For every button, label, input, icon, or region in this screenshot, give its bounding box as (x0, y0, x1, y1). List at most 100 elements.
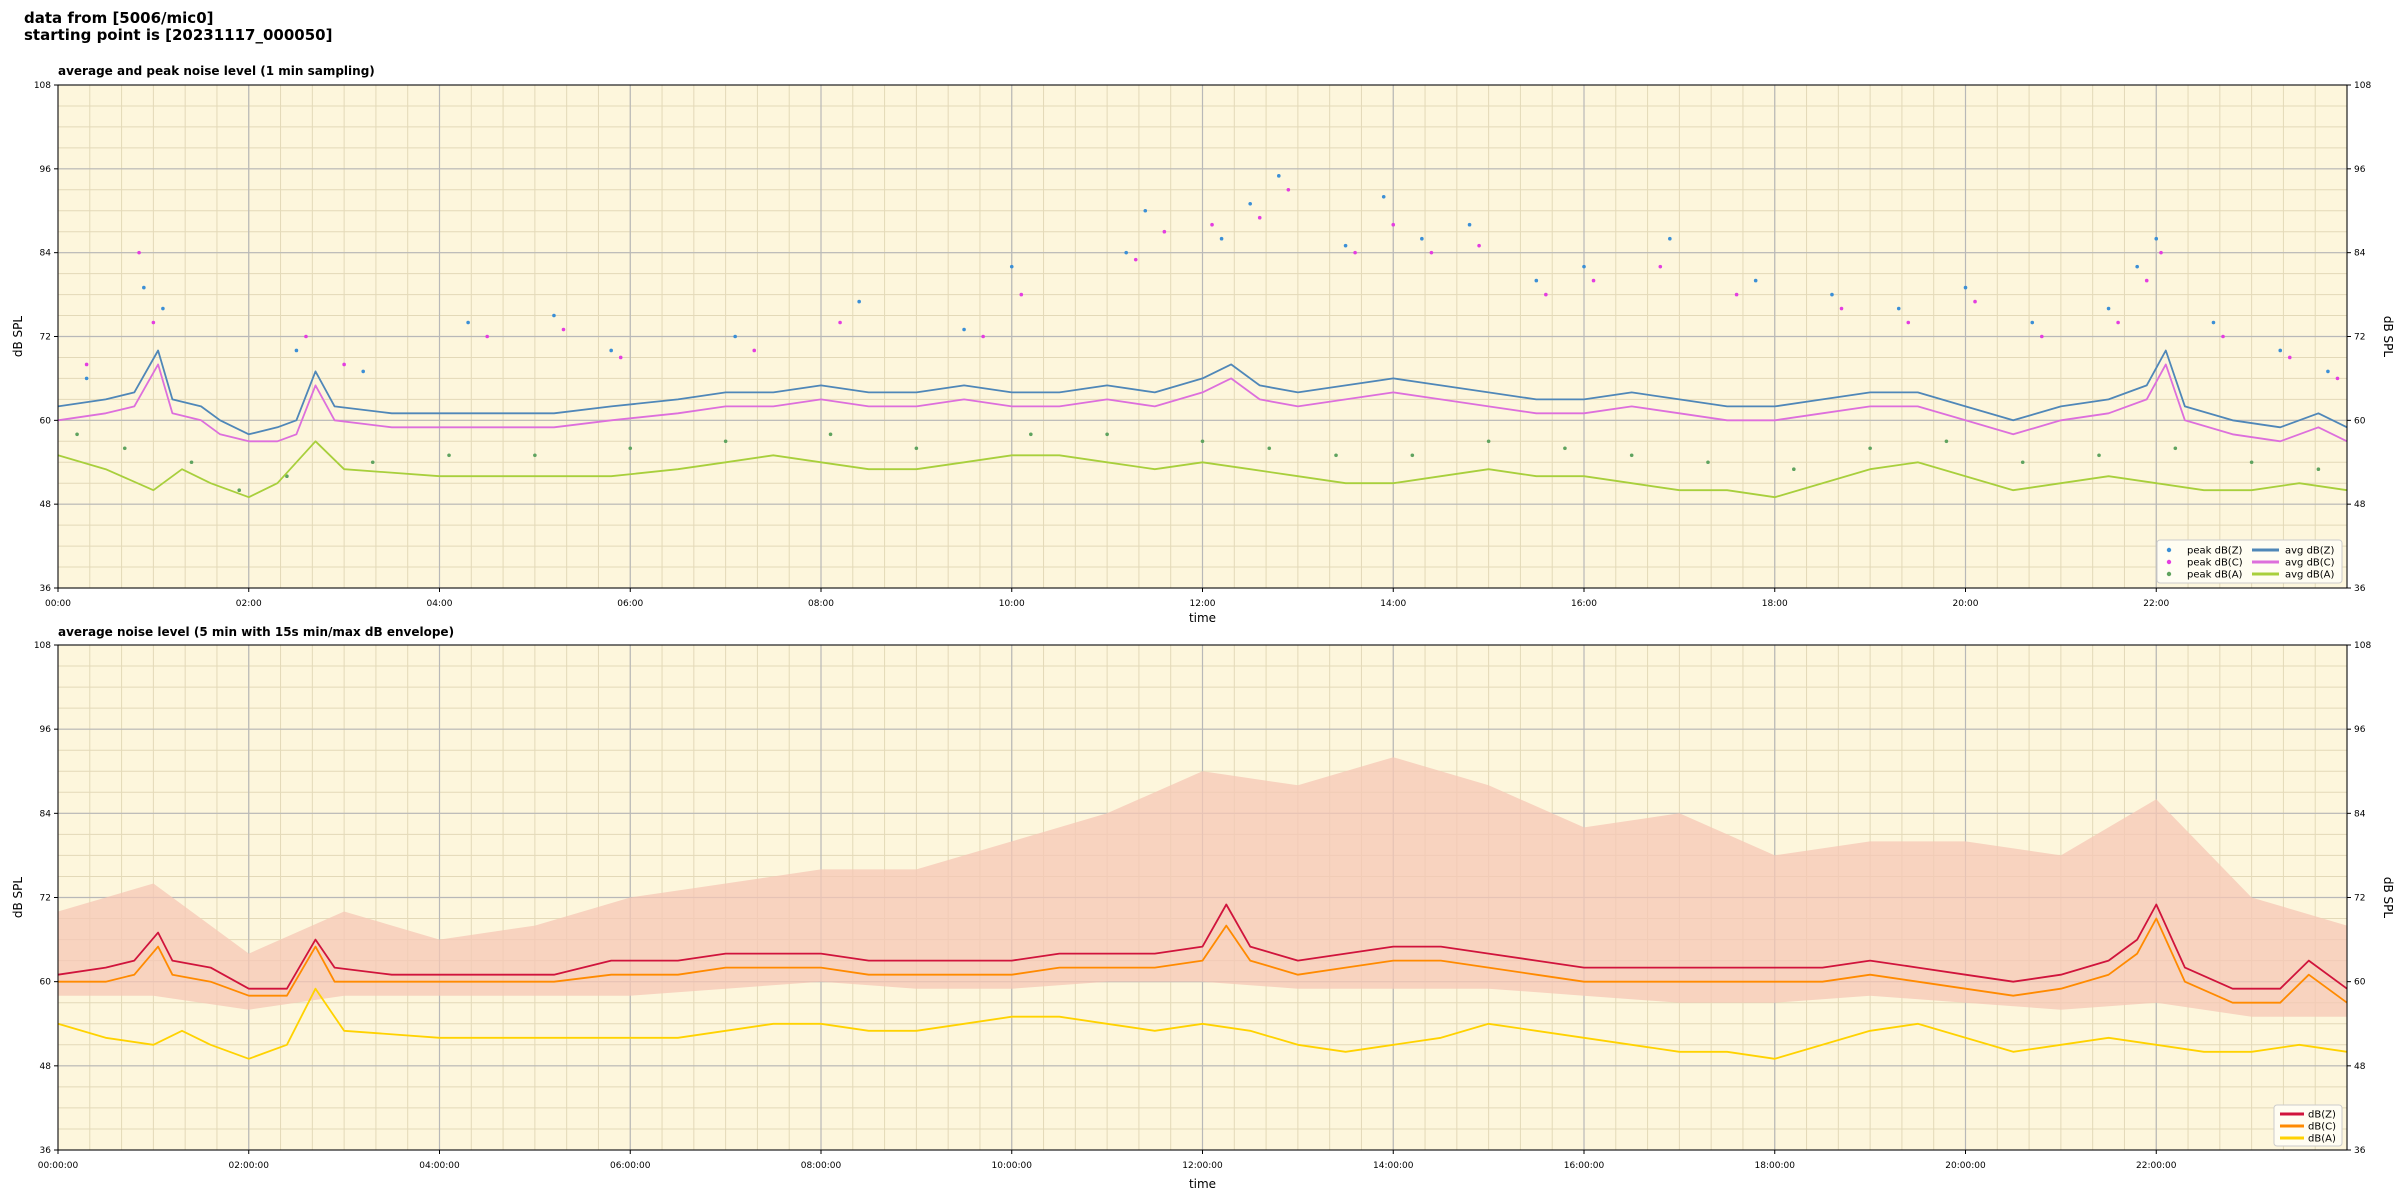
point-peak-db-a (1200, 439, 1205, 444)
point-peak-db-a (370, 460, 375, 465)
point-peak-db-z (1896, 306, 1901, 311)
y-tick-label: 96 (2354, 165, 2366, 175)
legend: dB(Z)dB(C)dB(A) (2273, 1104, 2343, 1147)
point-peak-db-c (838, 320, 842, 325)
y-tick-label: 36 (40, 1146, 52, 1156)
point-peak-db-c (1734, 292, 1739, 297)
legend-label: avg dB(Z) (2285, 546, 2335, 557)
x-tick-label: 00:00:00 (38, 1161, 79, 1171)
series-peak-db-c (84, 187, 2340, 381)
x-tick-label: 10:00 (999, 599, 1025, 609)
point-peak-db-c (1658, 264, 1663, 269)
point-peak-db-z (1343, 243, 1348, 248)
x-tick-label: 16:00 (1571, 599, 1597, 609)
point-peak-db-c (1429, 250, 1434, 255)
point-peak-db-z (1753, 278, 1758, 283)
legend-label: dB(A) (2308, 1134, 2336, 1145)
point-peak-db-z (1582, 264, 1586, 269)
legend-marker (2166, 547, 2172, 553)
x-tick-label: 02:00 (236, 599, 262, 609)
legend-marker (2166, 559, 2172, 565)
y-tick-label: 108 (2354, 81, 2371, 91)
point-peak-db-a (1868, 446, 1872, 451)
x-tick-label: 16:00:00 (1564, 1161, 1605, 1171)
point-peak-db-a (1706, 460, 1710, 465)
point-peak-db-a (2020, 460, 2025, 465)
point-peak-db-a (828, 432, 833, 437)
point-peak-db-z (1467, 222, 1472, 227)
x-tick-label: 14:00 (1380, 599, 1406, 609)
point-peak-db-a (1792, 467, 1796, 472)
series-db-c (58, 917, 2348, 1004)
point-peak-db-a (533, 453, 537, 458)
chart-avg-5min-envelope: 36 36 48 48 60 60 72 72 84 84 96 96 108 108 00:00:00 02… (11, 625, 2395, 1191)
point-peak-db-z (1143, 208, 1148, 213)
point-peak-db-a (2173, 446, 2178, 451)
y-tick-label: 72 (2354, 333, 2365, 343)
x-tick-label: 08:00:00 (801, 1161, 842, 1171)
y-tick-label: 48 (2354, 1062, 2366, 1072)
point-peak-db-a (75, 432, 79, 437)
point-peak-db-c (2221, 334, 2225, 339)
point-peak-db-z (1219, 236, 1224, 241)
point-peak-db-z (2106, 306, 2111, 311)
point-peak-db-a (914, 446, 919, 451)
point-peak-db-a (1486, 439, 1491, 444)
series-peak-db-z (84, 174, 2330, 381)
point-peak-db-c (1019, 292, 1024, 297)
point-peak-db-c (1839, 306, 1844, 311)
y-axis-label-right: dB SPL (2381, 316, 2395, 358)
point-peak-db-a (2097, 453, 2101, 458)
point-peak-db-z (1248, 201, 1252, 206)
y-tick-label: 36 (2354, 584, 2366, 594)
chart-title: average and peak noise level (1 min samp… (58, 64, 375, 78)
x-tick-label: 14:00:00 (1373, 1161, 1414, 1171)
point-peak-db-z (552, 313, 556, 318)
point-peak-db-c (981, 334, 985, 339)
point-peak-db-z (609, 348, 613, 353)
major-grid (57, 84, 2348, 589)
point-peak-db-c (1353, 250, 1357, 255)
point-peak-db-z (2278, 348, 2283, 353)
point-peak-db-z (2326, 369, 2330, 374)
point-peak-db-c (1257, 215, 1262, 220)
y-tick-label: 108 (2354, 641, 2371, 651)
y-tick-label: 60 (2354, 416, 2366, 426)
point-peak-db-c (1906, 320, 1911, 325)
point-peak-db-z (466, 320, 470, 325)
point-peak-db-c (2287, 355, 2292, 360)
y-tick-label: 84 (40, 249, 52, 259)
point-peak-db-a (1410, 453, 1415, 458)
point-peak-db-c (485, 334, 489, 339)
point-peak-db-z (2135, 264, 2139, 269)
point-peak-db-c (1544, 292, 1548, 297)
point-peak-db-a (1334, 453, 1338, 458)
point-peak-db-c (1391, 222, 1396, 227)
x-tick-label: 04:00 (427, 599, 453, 609)
y-tick-label: 72 (40, 333, 51, 343)
point-peak-db-z (1009, 264, 1014, 269)
point-peak-db-a (723, 439, 728, 444)
point-peak-db-z (161, 306, 165, 311)
y-tick-label: 96 (40, 165, 52, 175)
point-peak-db-z (1534, 278, 1539, 283)
point-peak-db-c (2159, 250, 2163, 255)
point-peak-db-a (447, 453, 451, 458)
point-peak-db-z (1124, 250, 1128, 255)
point-peak-db-a (1629, 453, 1634, 458)
x-tick-label: 12:00 (1190, 599, 1216, 609)
x-axis-label: time (1189, 1177, 1216, 1191)
x-axis-label: time (1189, 611, 1216, 625)
y-tick-label: 60 (40, 416, 52, 426)
y-tick-label: 84 (2354, 249, 2366, 259)
point-peak-db-c (1591, 278, 1596, 283)
point-peak-db-c (1210, 222, 1214, 227)
x-tick-label: 10:00:00 (992, 1161, 1033, 1171)
legend-label: avg dB(C) (2285, 558, 2335, 569)
x-tick-label: 02:00:00 (229, 1161, 270, 1171)
x-tick-label: 08:00 (808, 599, 834, 609)
x-tick-label: 22:00 (2143, 599, 2169, 609)
y-tick-label: 36 (2354, 1146, 2366, 1156)
point-peak-db-c (2040, 334, 2044, 339)
point-peak-db-c (151, 320, 156, 325)
